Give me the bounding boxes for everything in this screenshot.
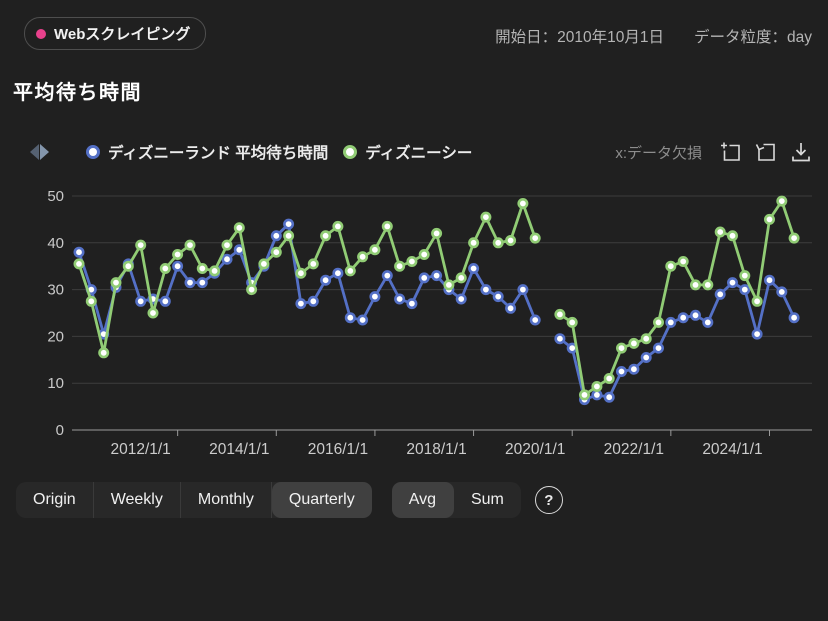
box-zoom-icon xyxy=(721,142,740,161)
svg-text:2016/1/1: 2016/1/1 xyxy=(308,441,368,458)
controls-bar: Origin Weekly Monthly Quarterly Avg Sum ? xyxy=(16,482,563,518)
granularity-label: データ粒度：day xyxy=(694,28,812,46)
legend-label-disneyland: ディズニーランド 平均待ち時間 xyxy=(108,145,329,162)
download-icon xyxy=(792,143,810,162)
legend-item-disneyland[interactable]: ディズニーランド 平均待ち時間 xyxy=(86,141,328,163)
dataset-tag[interactable]: Webスクレイピング xyxy=(24,17,207,50)
legend-pager-prev-icon[interactable] xyxy=(30,144,39,160)
legend-label-disneysea: ディズニーシー xyxy=(365,145,473,162)
help-button[interactable]: ? xyxy=(534,486,563,514)
missing-data-note: x:データ欠損 xyxy=(615,144,702,162)
legend-marker-disneyland xyxy=(86,145,100,159)
period-segmented-control: Origin Weekly Monthly Quarterly xyxy=(16,482,372,518)
save-image-button[interactable] xyxy=(790,141,812,163)
restore-button[interactable] xyxy=(755,141,777,163)
legend-pager-next-icon[interactable] xyxy=(40,144,49,160)
legend-pager xyxy=(30,144,49,160)
start-date-label: 開始日：2010年10月1日 xyxy=(495,28,664,46)
svg-text:2020/1/1: 2020/1/1 xyxy=(505,441,565,458)
svg-text:2024/1/1: 2024/1/1 xyxy=(702,441,762,458)
period-option-origin[interactable]: Origin xyxy=(16,482,94,518)
svg-text:10: 10 xyxy=(47,375,64,392)
zoom-select-button[interactable] xyxy=(720,141,742,163)
tag-dot-icon xyxy=(36,28,46,39)
svg-text:20: 20 xyxy=(47,328,64,345)
svg-text:40: 40 xyxy=(47,235,64,252)
restore-icon xyxy=(755,143,775,161)
topbar-info: 開始日：2010年10月1日 データ粒度：day xyxy=(495,21,812,47)
legend-marker-disneysea xyxy=(343,145,358,159)
chart-toolbox xyxy=(720,141,812,163)
x-axis: 2012/1/1 2014/1/1 2016/1/1 2018/1/1 2020/1/1… xyxy=(110,430,770,458)
svg-text:2018/1/1: 2018/1/1 xyxy=(406,441,466,458)
svg-text:2012/1/1: 2012/1/1 xyxy=(110,441,170,458)
svg-text:30: 30 xyxy=(47,282,64,299)
period-option-quarterly[interactable]: Quarterly xyxy=(271,482,372,518)
wait-time-chart[interactable]: 0 10 20 30 40 50 2012/1/1 2014/1/1 2016/1/1 2018/… xyxy=(0,180,828,470)
series-1 xyxy=(73,195,800,401)
aggregation-segmented-control: Avg Sum xyxy=(391,482,521,518)
chart-legend: ディズニーランド 平均待ち時間 ディズニーシー xyxy=(86,141,472,163)
svg-text:0: 0 xyxy=(56,422,64,439)
topbar: Webスクレイピング 開始日：2010年10月1日 データ粒度：day xyxy=(24,17,812,50)
period-option-monthly[interactable]: Monthly xyxy=(181,482,272,518)
period-option-weekly[interactable]: Weekly xyxy=(94,482,181,518)
aggregation-option-sum[interactable]: Sum xyxy=(470,491,504,508)
legend-item-disneysea[interactable]: ディズニーシー xyxy=(343,141,472,163)
tag-label: Webスクレイピング xyxy=(54,26,191,43)
svg-text:2022/1/1: 2022/1/1 xyxy=(604,441,664,458)
svg-text:50: 50 xyxy=(47,188,64,205)
y-grid: 0 10 20 30 40 50 xyxy=(47,188,812,439)
page-title: 平均待ち時間 xyxy=(13,82,142,104)
series-0 xyxy=(73,218,800,406)
aggregation-option-avg[interactable]: Avg xyxy=(391,482,454,518)
svg-text:2014/1/1: 2014/1/1 xyxy=(209,441,269,458)
chart-header: ディズニーランド 平均待ち時間 ディズニーシー x:データ欠損 xyxy=(0,137,828,167)
